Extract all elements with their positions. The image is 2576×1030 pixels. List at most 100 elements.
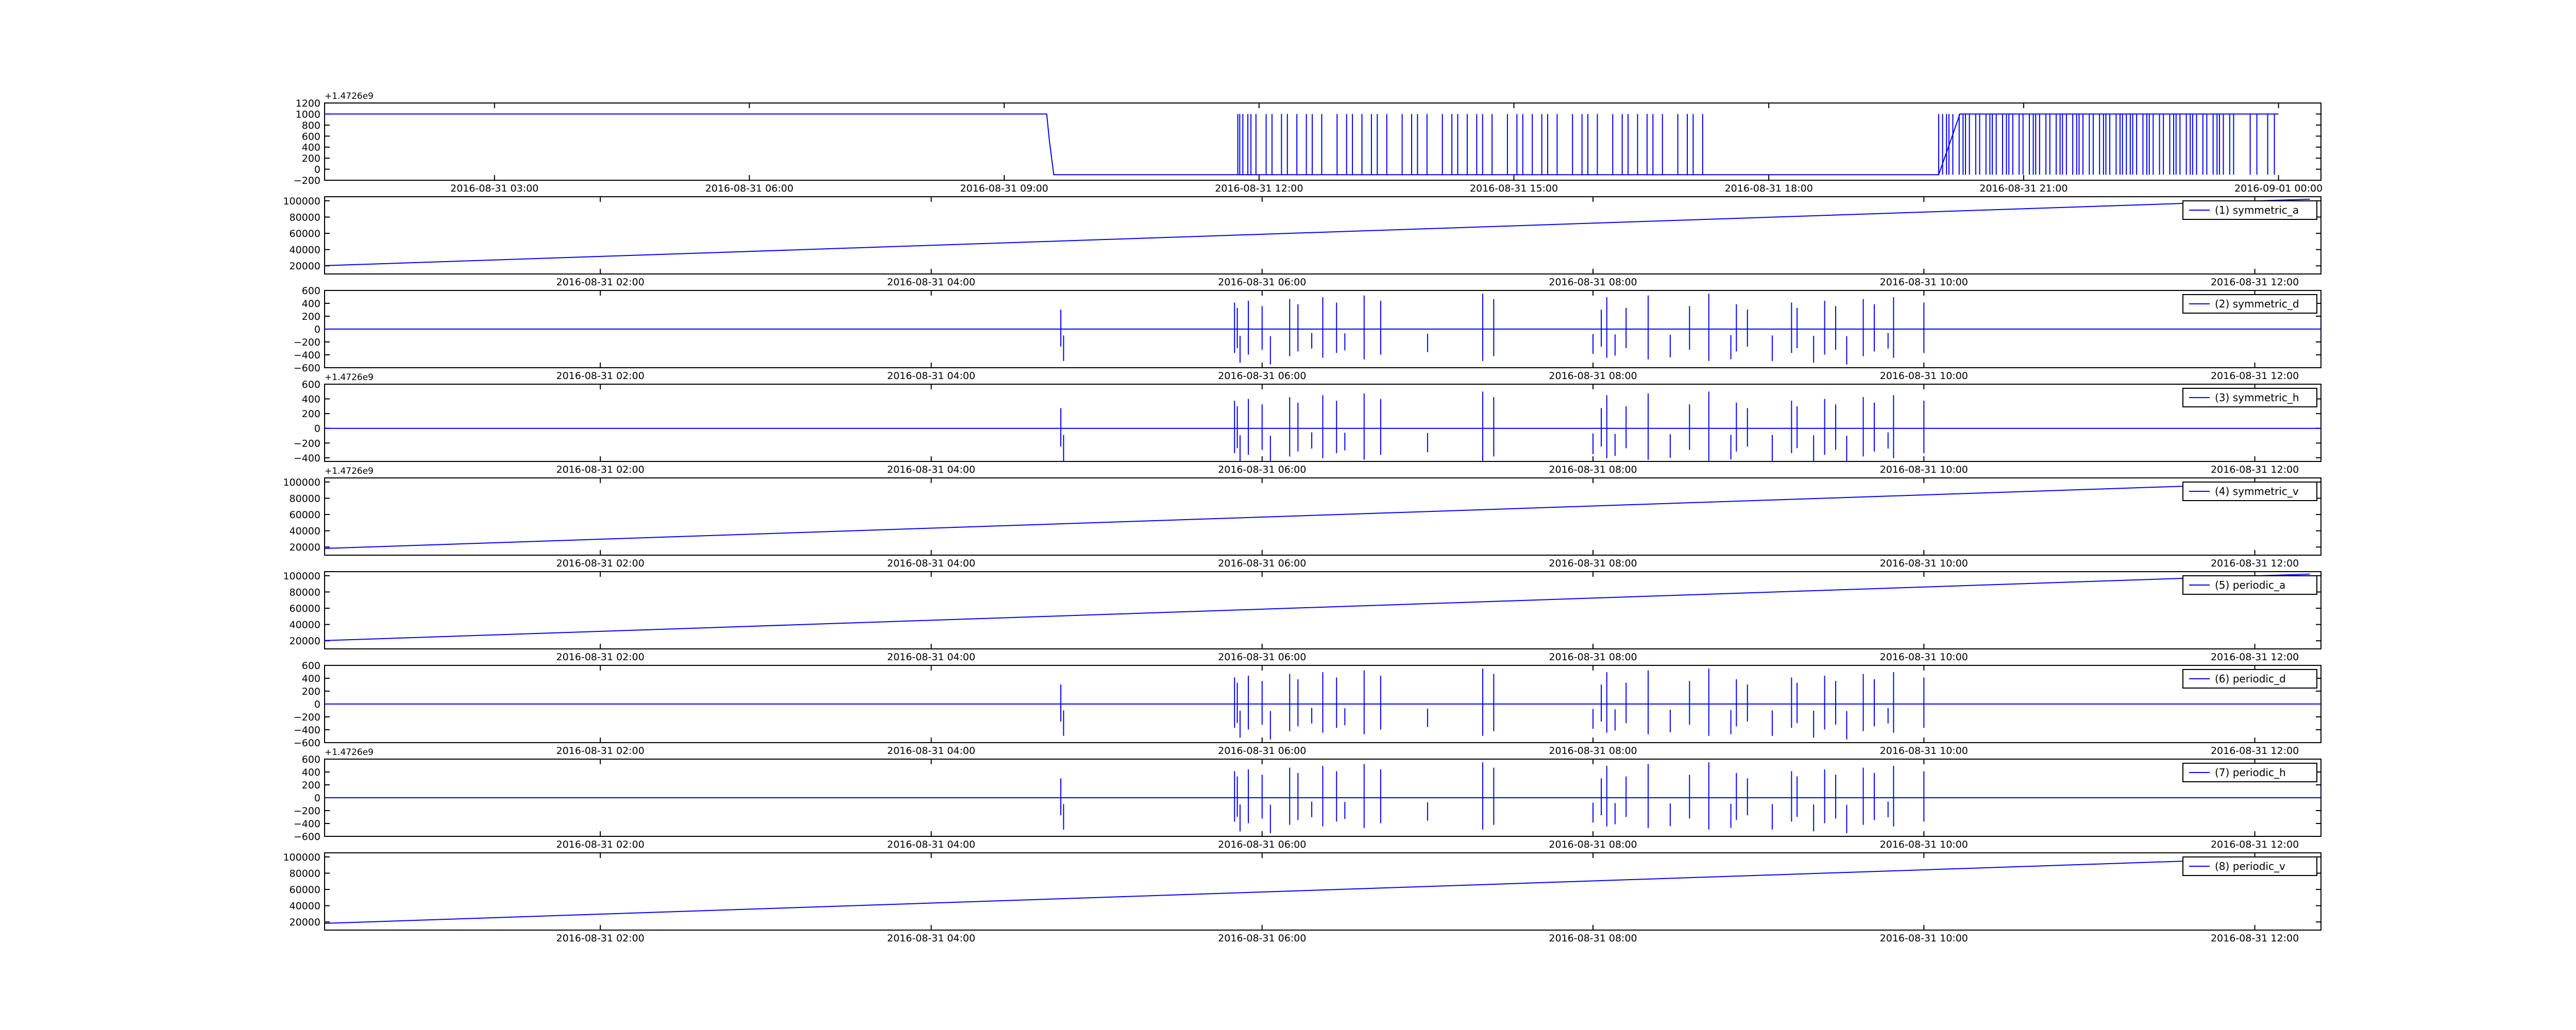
x-tick-label: 2016-08-31 12:00 — [2211, 839, 2299, 850]
y-tick-label: 600 — [302, 754, 320, 765]
subplot-3: 600 400 200 0 −200 −400 2016-08-31 02:00 2016-0… — [294, 372, 2321, 475]
series-5 — [325, 573, 2310, 641]
y-tick-label: 600 — [302, 285, 320, 297]
y-tick-label: 60000 — [290, 228, 320, 239]
axes-frame — [324, 571, 2321, 649]
y-tick-label: 60000 — [290, 509, 320, 521]
x-tick-label: 2016-08-31 02:00 — [556, 839, 645, 850]
x-tick-label: 2016-08-31 12:00 — [2211, 464, 2299, 475]
legend-label: (1) symmetric_a — [2215, 204, 2299, 216]
x-tick-label: 2016-08-31 08:00 — [1549, 745, 1637, 757]
y-tick-label: −200 — [294, 175, 320, 186]
y-tick-label: 0 — [314, 423, 320, 435]
x-tick-label: 2016-08-31 06:00 — [1218, 651, 1306, 663]
series-0 — [325, 113, 2279, 176]
x-tick-label: 2016-08-31 12:00 — [2211, 745, 2299, 757]
y-tick-label: 40000 — [290, 526, 320, 537]
x-tick-label: 2016-08-31 12:00 — [2211, 651, 2299, 663]
legend-label: (8) periodic_v — [2215, 860, 2285, 872]
y-tick-label: 200 — [302, 686, 320, 697]
x-tick-label: 2016-08-31 15:00 — [1470, 183, 1558, 194]
x-tick-label: 2016-08-31 06:00 — [1218, 277, 1306, 288]
legend-box — [2182, 763, 2317, 782]
y-tick-label: 100000 — [283, 852, 320, 863]
series-line — [325, 481, 2310, 549]
y-tick-label: 80000 — [290, 587, 320, 598]
x-tick-label: 2016-08-31 06:00 — [1218, 745, 1306, 757]
subplot-8: 100000 80000 60000 40000 20000 2016-08-31 02:… — [283, 852, 2321, 944]
x-tick-label: 2016-08-31 10:00 — [1880, 933, 1968, 944]
y-tick-label: 0 — [314, 164, 320, 176]
x-tick-label: 2016-08-31 08:00 — [1549, 839, 1637, 850]
y-tick-label: 0 — [314, 324, 320, 335]
y-tick-label: 600 — [302, 660, 320, 672]
series-line — [325, 198, 2310, 266]
x-tick-label: 2016-08-31 12:00 — [2211, 933, 2299, 944]
x-tick-label: 2016-08-31 04:00 — [887, 277, 975, 288]
y-tick-label: −200 — [294, 805, 320, 817]
x-tick-label: 2016-08-31 04:00 — [887, 933, 975, 944]
y-tick-label: 200 — [302, 780, 320, 791]
series-2 — [325, 294, 2321, 365]
y-tick-label: 200 — [302, 311, 320, 322]
x-tick-label: 2016-08-31 12:00 — [1215, 183, 1303, 194]
y-tick-label: 400 — [302, 767, 320, 778]
y-tick-label: 600 — [302, 379, 320, 390]
legend-label: (7) periodic_h — [2215, 766, 2286, 779]
axes-frame — [324, 196, 2321, 274]
x-tick-label: 2016-08-31 04:00 — [887, 651, 975, 663]
subplot-5: 100000 80000 60000 40000 20000 2016-08-31 02:… — [283, 571, 2321, 663]
x-tick-label: 2016-08-31 02:00 — [556, 558, 645, 569]
y-tick-label: −400 — [294, 725, 320, 736]
y-tick-label: 60000 — [290, 603, 320, 614]
y-tick-label: 80000 — [290, 493, 320, 504]
y-tick-label: 200 — [302, 408, 320, 420]
y-tick-label: 400 — [302, 142, 320, 153]
x-tick-label: 2016-08-31 10:00 — [1880, 558, 1968, 569]
y-tick-label: 400 — [302, 298, 320, 310]
y-tick-label: 80000 — [290, 212, 320, 223]
x-tick-label: 2016-08-31 04:00 — [887, 464, 975, 475]
x-tick-label: 2016-08-31 04:00 — [887, 839, 975, 850]
x-tick-label: 2016-08-31 09:00 — [960, 183, 1048, 194]
y-tick-label: 100000 — [283, 477, 320, 488]
x-tick-label: 2016-08-31 02:00 — [556, 745, 645, 757]
y-tick-label: 1200 — [296, 98, 320, 109]
y-tick-label: 400 — [302, 673, 320, 684]
x-tick-label: 2016-08-31 04:00 — [887, 558, 975, 569]
series-3 — [325, 391, 2321, 461]
x-tick-label: 2016-08-31 03:00 — [450, 183, 538, 194]
series-4 — [325, 481, 2310, 549]
x-tick-label: 2016-08-31 12:00 — [2211, 277, 2299, 288]
series-1 — [325, 198, 2310, 266]
x-tick-label: 2016-08-31 04:00 — [887, 370, 975, 382]
axes-frame — [324, 477, 2321, 556]
x-tick-label: 2016-08-31 02:00 — [556, 464, 645, 475]
x-tick-label: 2016-08-31 21:00 — [1979, 183, 2067, 194]
y-tick-label: 60000 — [290, 884, 320, 896]
x-tick-label: 2016-08-31 08:00 — [1549, 464, 1637, 475]
y-tick-label: −200 — [294, 337, 320, 348]
axes-frame — [324, 102, 2321, 181]
subplot-1: 100000 80000 60000 40000 20000 2016-08-31 02:… — [283, 196, 2321, 288]
axes-frame — [324, 852, 2321, 931]
offset-text: +1.4726e9 — [325, 372, 374, 383]
y-tick-label: 400 — [302, 394, 320, 405]
x-tick-label: 2016-08-31 10:00 — [1880, 370, 1968, 382]
y-tick-label: 40000 — [290, 245, 320, 256]
x-tick-label: 2016-08-31 10:00 — [1880, 745, 1968, 757]
x-tick-label: 2016-08-31 18:00 — [1725, 183, 1813, 194]
x-tick-label: 2016-08-31 08:00 — [1549, 370, 1637, 382]
series-line — [325, 856, 2310, 924]
series-7 — [325, 762, 2321, 833]
x-tick-label: 2016-08-31 02:00 — [556, 370, 645, 382]
legend-label: (6) periodic_d — [2215, 673, 2286, 685]
y-tick-label: −400 — [294, 818, 320, 830]
y-tick-label: 0 — [314, 793, 320, 804]
series-6 — [325, 668, 2321, 740]
y-tick-label: 1000 — [296, 109, 320, 120]
y-tick-label: 20000 — [290, 636, 320, 647]
